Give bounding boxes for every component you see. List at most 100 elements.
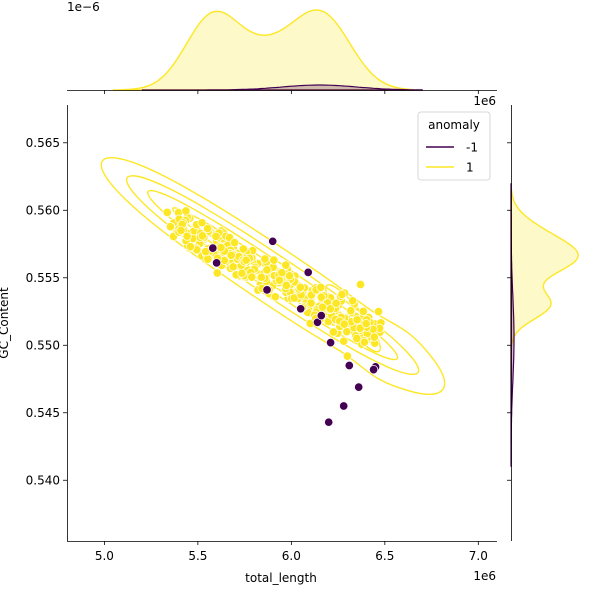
scatter-point-anomaly: [339, 401, 349, 411]
x-axis-offset-text: 1e6: [473, 569, 496, 583]
scatter-point: [284, 271, 295, 281]
scatter-point: [270, 292, 280, 302]
scatter-point: [339, 319, 349, 329]
scatter-point: [197, 231, 207, 241]
scatter-point: [358, 306, 368, 316]
scatter-point-anomaly: [208, 243, 218, 253]
x-tick-label: 6.0: [282, 549, 301, 563]
legend-frame: [417, 111, 491, 181]
scatter-point: [281, 280, 291, 290]
y-axis-ticks: 0.540 0.545 0.550 0.555 0.560 0.565: [26, 136, 67, 487]
kde-contour: [100, 156, 446, 396]
scatter-point-anomaly: [354, 382, 364, 392]
y-tick-label: 0.565: [26, 136, 60, 150]
scatter-point-anomaly: [326, 338, 336, 348]
scatter-point: [176, 225, 186, 236]
scatter-point: [352, 333, 362, 344]
scatter-point: [359, 337, 369, 347]
scatter-point: [355, 279, 366, 290]
scatter-point: [203, 223, 213, 234]
scatter-point: [339, 336, 349, 346]
scatter-point-anomaly: [303, 267, 313, 277]
scatter-point-anomaly: [344, 360, 354, 371]
scatter-point: [316, 292, 326, 302]
kde-contour: [125, 175, 420, 376]
scatter-point: [211, 231, 221, 241]
scatter-point: [277, 268, 287, 278]
right-marginal-kde: [510, 183, 580, 467]
legend-label-normal: 1: [466, 161, 474, 175]
top-marginal-ticks: [103, 90, 479, 94]
scatter-point: [295, 282, 305, 292]
scatter-point-anomaly: [324, 417, 334, 427]
top-kde-normal: [112, 9, 414, 91]
scatter-point: [316, 282, 326, 292]
scatter-point: [369, 332, 379, 342]
y-tick-label: 0.550: [26, 338, 60, 352]
scatter-point: [328, 327, 338, 337]
legend-label-anomaly: -1: [466, 141, 478, 155]
scatter-points-normal: [162, 206, 386, 361]
scatter-point-anomaly: [296, 304, 306, 314]
scatter-point-anomaly: [369, 365, 379, 375]
x-tick-label: 6.5: [375, 549, 394, 563]
scatter-point-anomaly: [268, 236, 278, 246]
x-tick-label: 5.5: [188, 549, 207, 563]
x-tick-label: 5.0: [95, 549, 114, 563]
scatter-point-anomaly: [316, 311, 326, 321]
scatter-point: [281, 260, 291, 270]
scatter-points-anomaly: [208, 236, 381, 427]
scatter-point: [230, 238, 240, 248]
top-marginal-panel: 1e−6: [67, 0, 497, 94]
y-axis-label: GC_Content: [0, 287, 11, 359]
scatter-point: [185, 242, 195, 252]
y-tick-label: 0.560: [26, 203, 60, 217]
scatter-point: [216, 243, 226, 253]
scatter-point: [212, 268, 222, 278]
top-marginal-offset-text: 1e−6: [67, 0, 100, 14]
scatter-point: [342, 351, 352, 361]
right-marginal-panel: 1e6: [473, 94, 580, 541]
scatter-point: [247, 272, 257, 282]
scatter-point: [348, 296, 358, 306]
scatter-point: [238, 244, 248, 254]
scatter-point: [182, 231, 192, 241]
scatter-point: [355, 323, 365, 333]
scatter-point: [241, 255, 251, 265]
scatter-point: [352, 315, 362, 325]
scatter-point: [181, 206, 191, 216]
scatter-point: [237, 268, 247, 278]
scatter-point: [274, 275, 285, 285]
top-kde-anomaly: [141, 84, 423, 91]
scatter-point: [228, 262, 238, 272]
scatter-point: [262, 265, 272, 275]
scatter-point: [331, 298, 341, 308]
right-marginal-offset-text: 1e6: [473, 94, 496, 108]
scatter-point: [162, 207, 172, 217]
scatter-point: [165, 222, 175, 232]
legend-title: anomaly: [428, 118, 480, 132]
scatter-point: [346, 306, 356, 316]
scatter-point: [226, 250, 236, 260]
right-kde-normal: [510, 189, 580, 380]
scatter-point: [317, 302, 328, 312]
scatter-point: [269, 255, 279, 265]
y-tick-label: 0.545: [26, 406, 60, 420]
legend: anomaly -1 1: [417, 111, 491, 181]
scatter-point: [203, 254, 213, 264]
top-marginal-kde: [112, 9, 423, 91]
scatter-point: [337, 289, 347, 300]
scatter-point: [197, 218, 207, 228]
main-panel: 5.0 5.5 6.0 6.5 7.0 0.540 0.545 0.550 0.555 0.56…: [0, 105, 497, 585]
scatter-point-anomaly: [262, 285, 272, 295]
x-axis-ticks: 5.0 5.5 6.0 6.5 7.0: [95, 541, 488, 563]
scatter-point: [260, 254, 270, 264]
x-axis-label: total_length: [245, 571, 317, 585]
y-tick-label: 0.555: [26, 271, 60, 285]
scatter-point: [373, 307, 384, 317]
scatter-point: [361, 319, 371, 329]
scatter-point: [256, 272, 266, 282]
y-tick-label: 0.540: [26, 473, 60, 487]
scatter-point-anomaly: [212, 258, 222, 268]
